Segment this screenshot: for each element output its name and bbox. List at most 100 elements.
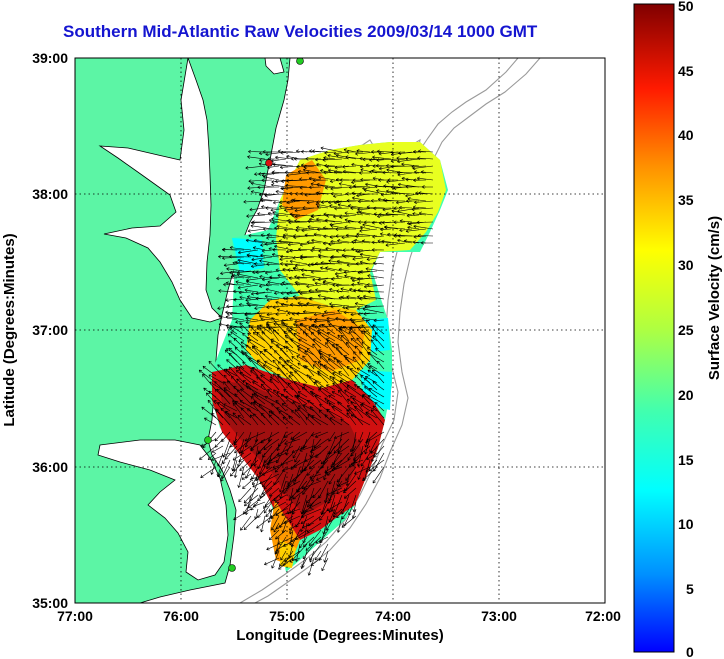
velocity-arrow — [261, 249, 273, 253]
velocity-arrow — [292, 445, 301, 459]
velocity-arrow — [252, 270, 266, 275]
velocity-arrow — [269, 378, 280, 391]
velocity-arrow — [229, 254, 252, 259]
velocity-arrow — [341, 253, 364, 258]
velocity-arrow — [314, 550, 322, 561]
velocity-arrow — [324, 414, 336, 426]
velocity-arrow — [293, 381, 308, 391]
colorbar-tick-label: 15 — [678, 452, 694, 468]
x-tick-label: 73:00 — [481, 608, 517, 624]
velocity-arrow — [251, 256, 273, 262]
velocity-arrow — [373, 318, 385, 323]
velocity-arrow — [362, 394, 378, 405]
velocity-arrow — [241, 352, 259, 363]
velocity-arrow — [348, 204, 364, 209]
velocity-arrow — [315, 261, 336, 266]
velocity-arrow — [421, 185, 434, 189]
velocity-arrow — [420, 241, 434, 245]
velocity-arrow — [364, 431, 371, 448]
velocity-arrow — [331, 391, 343, 398]
velocity-arrow — [253, 238, 273, 244]
velocity-arrow — [316, 205, 329, 209]
velocity-arrow — [367, 347, 378, 356]
velocity-arrow — [271, 317, 287, 335]
velocity-arrow — [315, 288, 336, 293]
velocity-arrow — [354, 345, 364, 356]
velocity-arrow — [305, 333, 322, 349]
velocity-arrow — [272, 211, 294, 216]
velocity-arrow — [359, 252, 378, 258]
velocity-arrow — [264, 270, 280, 275]
velocity-arrow — [256, 331, 273, 349]
colorbar-tick-label: 10 — [678, 516, 694, 532]
colorbar-tick-label: 30 — [678, 257, 694, 273]
velocity-arrow — [280, 151, 301, 155]
velocity-arrow — [317, 294, 336, 300]
velocity-arrow — [324, 185, 343, 190]
velocity-arrow — [362, 466, 378, 482]
velocity-arrow — [266, 305, 280, 309]
velocity-arrow — [333, 431, 350, 439]
velocity-arrow — [362, 223, 385, 230]
velocity-arrow — [225, 410, 238, 426]
velocity-arrow — [367, 274, 385, 279]
velocity-arrow — [290, 338, 308, 349]
velocity-arrow — [230, 331, 245, 342]
velocity-arrow — [287, 473, 301, 485]
velocity-arrow — [242, 380, 259, 391]
velocity-arrow — [377, 360, 385, 370]
velocity-arrow — [304, 350, 315, 363]
colorbar-tick-label: 0 — [686, 644, 694, 659]
velocity-arrow — [216, 276, 238, 281]
velocity-arrow — [348, 494, 357, 516]
velocity-arrow — [250, 190, 266, 195]
velocity-arrow — [380, 227, 392, 232]
velocity-arrow — [259, 350, 273, 363]
velocity-arrow — [309, 459, 322, 470]
velocity-arrow — [257, 185, 280, 190]
velocity-arrow — [351, 240, 364, 244]
velocity-arrow — [249, 414, 259, 426]
velocity-arrow — [296, 345, 315, 356]
velocity-arrow — [420, 170, 434, 174]
velocity-arrow — [350, 276, 364, 281]
velocity-arrow — [267, 211, 280, 216]
velocity-arrow — [279, 473, 287, 493]
velocity-arrow — [315, 380, 329, 391]
velocity-arrow — [259, 151, 273, 155]
velocity-arrow — [245, 319, 266, 324]
velocity-arrow — [354, 302, 371, 307]
velocity-arrow — [372, 234, 385, 239]
velocity-arrow — [360, 404, 371, 412]
velocity-arrow — [275, 400, 287, 412]
velocity-arrow — [266, 543, 280, 551]
velocity-arrow — [307, 225, 329, 230]
velocity-arrow — [229, 438, 238, 448]
velocity-arrow — [301, 522, 315, 529]
velocity-arrow — [311, 238, 329, 244]
velocity-arrow — [335, 316, 350, 321]
velocity-arrow — [209, 381, 224, 391]
velocity-arrow — [323, 234, 336, 239]
velocity-arrow — [364, 304, 385, 309]
x-tick-label: 74:00 — [375, 608, 411, 624]
velocity-arrow — [323, 364, 343, 377]
velocity-arrow — [280, 302, 301, 307]
velocity-arrow — [355, 151, 378, 156]
velocity-arrow — [236, 272, 259, 279]
velocity-arrow — [346, 385, 364, 398]
velocity-arrow — [309, 501, 322, 509]
velocity-arrow — [281, 403, 294, 412]
velocity-arrow — [323, 212, 336, 217]
velocity-arrow — [339, 214, 357, 219]
velocity-arrow — [298, 338, 315, 349]
velocity-arrow — [244, 352, 259, 370]
velocity-arrow — [312, 178, 329, 183]
velocity-arrow — [294, 452, 301, 463]
velocity-arrow — [276, 224, 294, 230]
velocity-arrow — [250, 438, 266, 450]
colorbar-tick-label: 25 — [678, 322, 694, 338]
velocity-arrow — [372, 335, 385, 349]
velocity-arrow — [329, 417, 343, 426]
velocity-arrow — [317, 305, 336, 310]
